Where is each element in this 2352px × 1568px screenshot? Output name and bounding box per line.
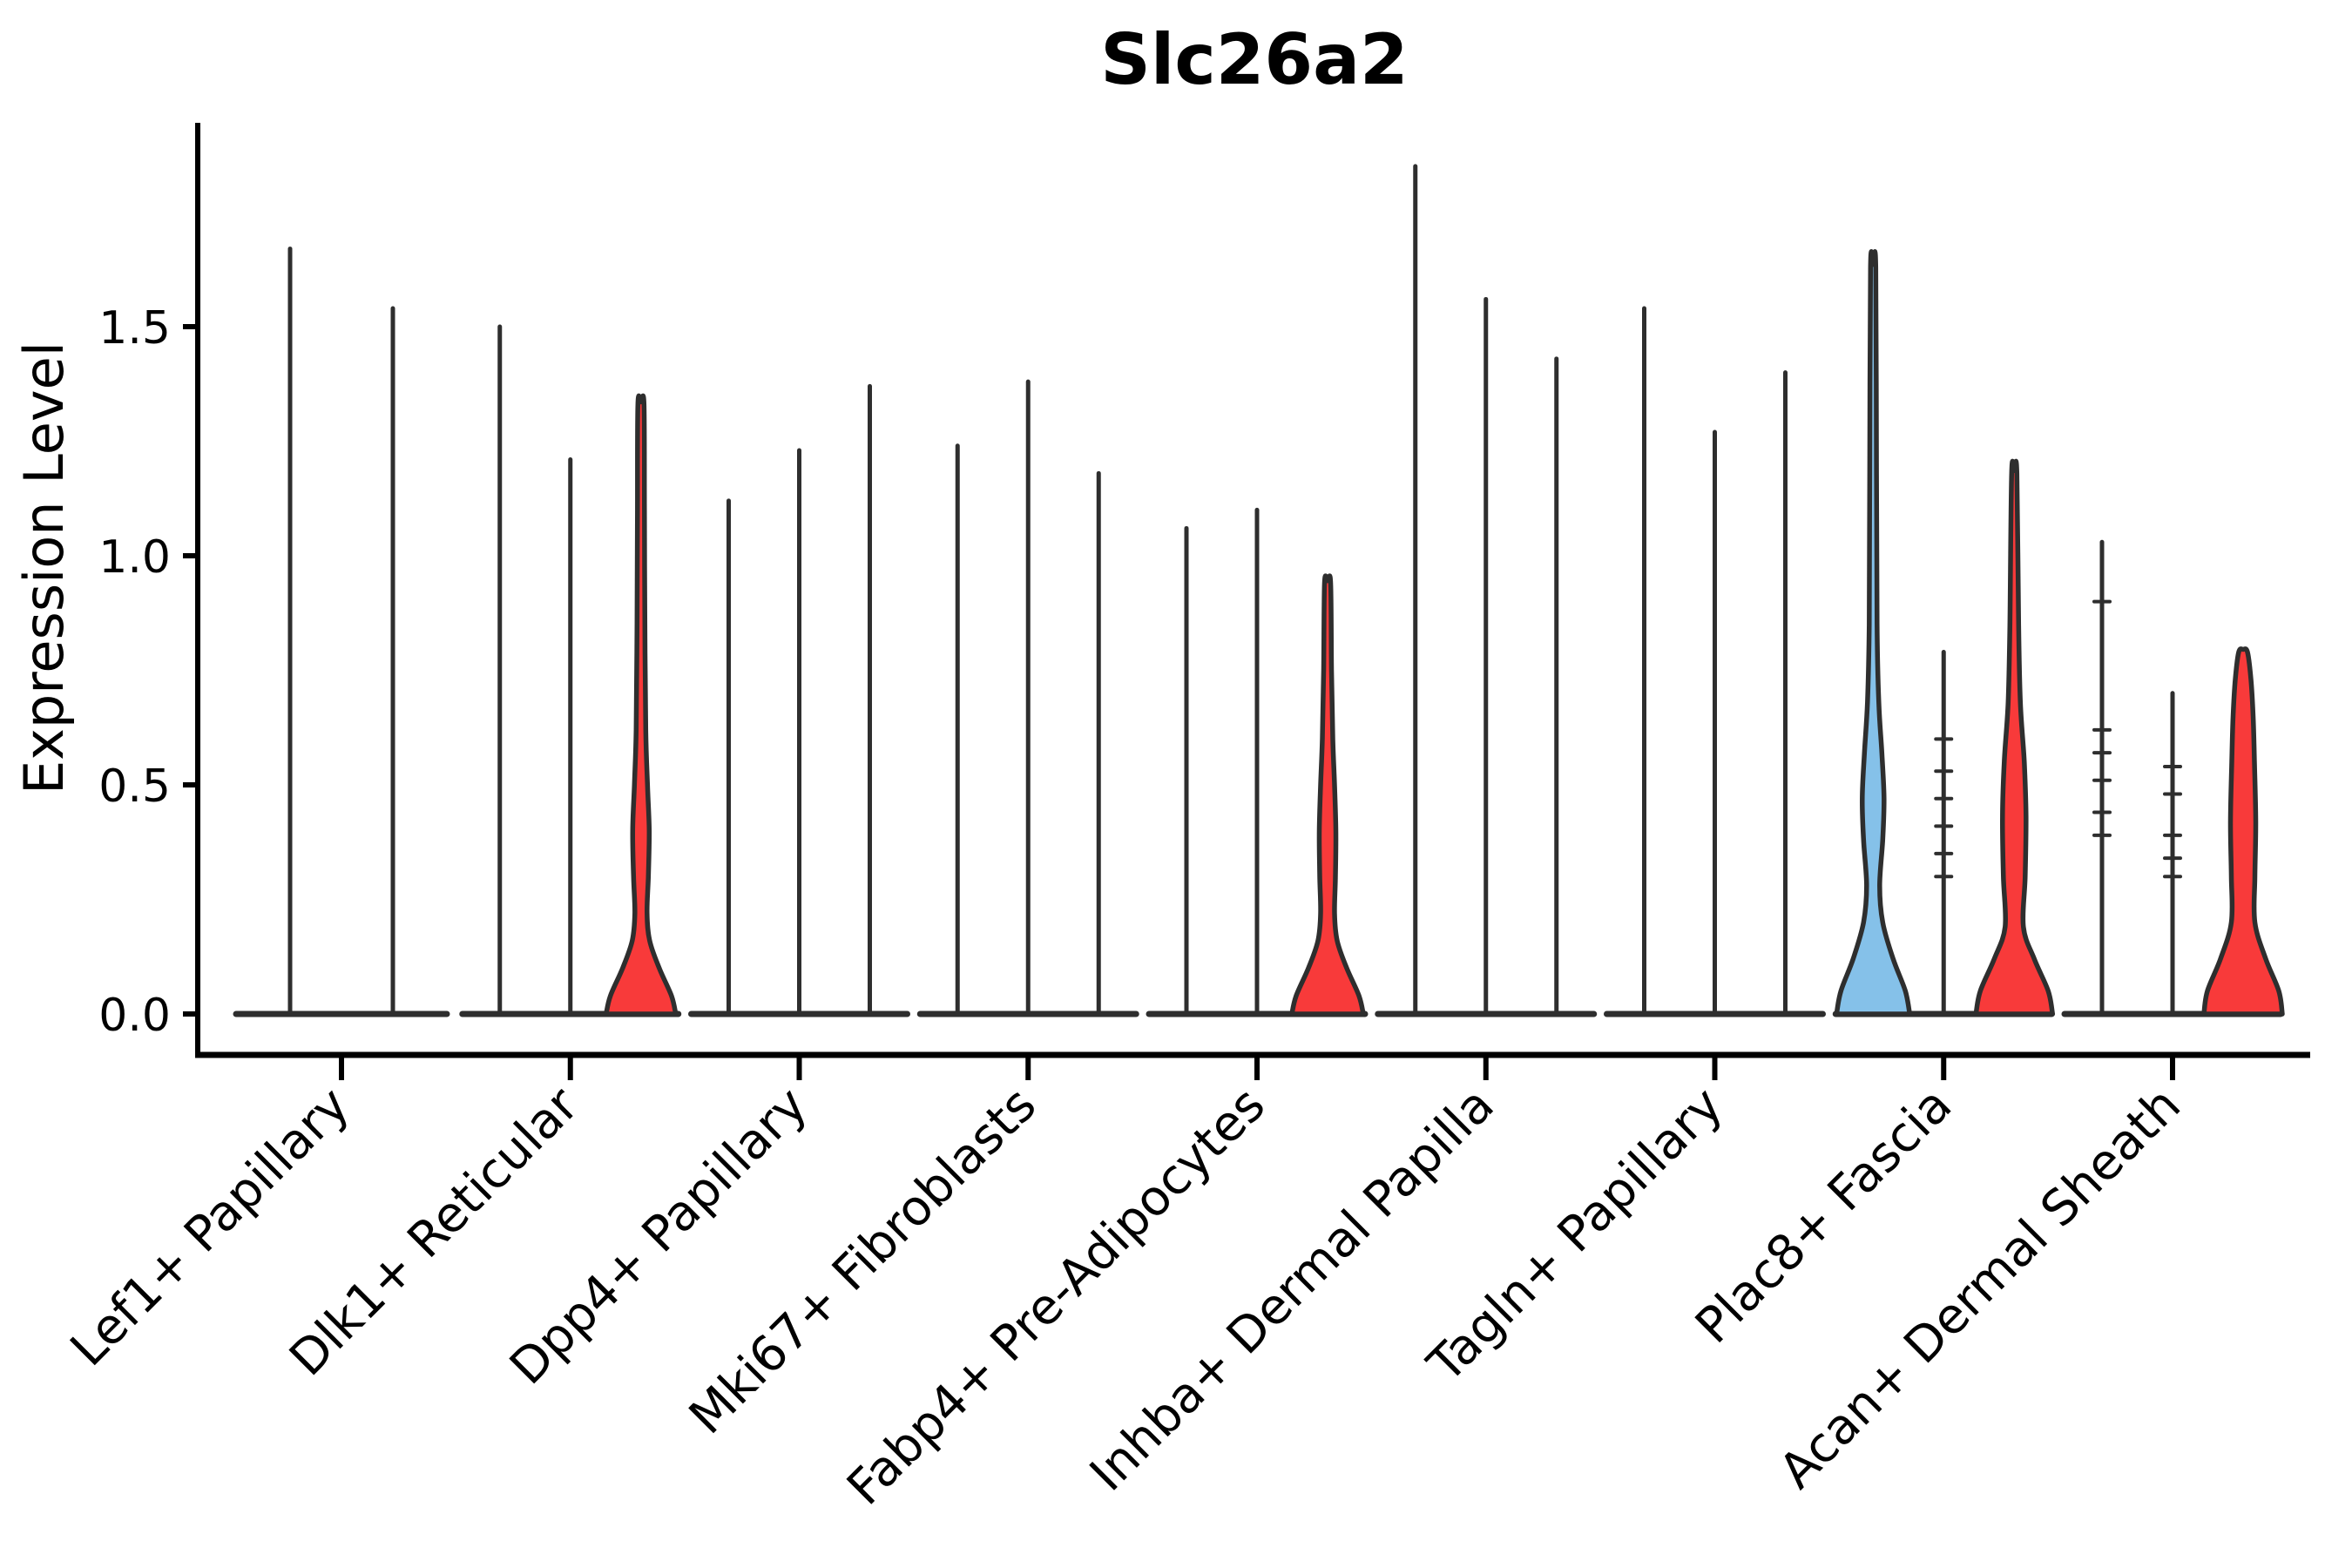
y-axis-label: Expression Level xyxy=(12,341,76,794)
y-tick-label: 0.5 xyxy=(98,760,171,813)
violin-group xyxy=(1146,507,1369,1017)
violin-shape-red xyxy=(1973,458,2056,1017)
x-tick-label: Inhba+ Dermal Papilla xyxy=(1079,1077,1505,1503)
chart-title: Slc26a2 xyxy=(1100,19,1408,100)
violin-shape-red xyxy=(604,393,679,1017)
x-tick-label: Acan+ Dermal Sheath xyxy=(1768,1077,2192,1500)
violin-group xyxy=(1375,164,1598,1017)
y-tick-label: 1.5 xyxy=(98,302,171,355)
violin-shape-blue xyxy=(1834,249,1913,1017)
violin-group xyxy=(1832,249,2056,1017)
y-tick-label: 1.0 xyxy=(98,531,171,584)
violin-group xyxy=(1604,306,1826,1017)
violins-layer xyxy=(233,164,2285,1017)
x-tick-label: Fabp4+ Pre-Adipocytes xyxy=(836,1077,1276,1517)
violin-group xyxy=(459,324,682,1017)
y-axis-ticks: 0.0 0.5 1.0 1.5 xyxy=(98,302,197,1042)
violin-shape-red xyxy=(1289,573,1366,1017)
violin-group xyxy=(688,383,910,1017)
violin-shape-red xyxy=(2201,646,2285,1017)
violin-group xyxy=(233,247,450,1017)
y-tick-label: 0.0 xyxy=(98,990,171,1042)
violin-group xyxy=(916,379,1139,1017)
violin-group xyxy=(2061,539,2285,1017)
